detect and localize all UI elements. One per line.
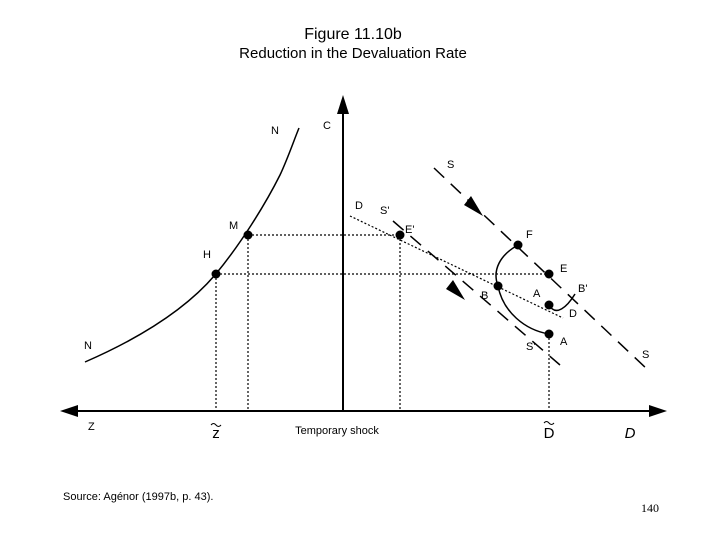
point-b-prime-label: B' [578, 283, 587, 295]
z-tilde-label: z [212, 425, 220, 442]
c-axis-label: C [323, 120, 331, 132]
s-direction-arrow [464, 196, 483, 216]
d-upper-label: D [355, 200, 363, 212]
n-top-label: N [271, 125, 279, 137]
temporary-shock-label: Temporary shock [295, 425, 379, 437]
point-h [211, 269, 221, 279]
source-note: Source: Agénor (1997b, p. 43). [63, 491, 213, 503]
d-dotted-line [349, 215, 564, 319]
point-e-prime-label: E' [405, 224, 414, 236]
point-h-label: H [203, 249, 211, 261]
point-e-label: E [560, 263, 567, 275]
d-tilde-mark [543, 421, 555, 425]
point-a-upper [544, 300, 554, 310]
right-arrowhead [649, 405, 667, 417]
point-f-label: F [526, 229, 533, 241]
s-prime-bottom-label: S' [526, 341, 535, 353]
adjustment-path-left [495, 244, 550, 335]
point-m [243, 230, 253, 240]
s-prime-top-label: S' [380, 205, 389, 217]
s-bottom-label: S [642, 349, 649, 361]
point-e-prime [395, 230, 405, 240]
d-axis-label: D [625, 425, 636, 442]
figure-subtitle: Reduction in the Devaluation Rate [239, 45, 467, 62]
figure-title: Figure 11.10b [304, 26, 402, 43]
d-lower-label: D [569, 308, 577, 320]
point-a-lower [544, 329, 554, 339]
point-m-label: M [229, 220, 238, 232]
page-number: 140 [641, 501, 659, 515]
s-line [433, 167, 649, 371]
point-b [493, 281, 503, 291]
point-e [544, 269, 554, 279]
point-f [513, 240, 523, 250]
z-tilde-mark [210, 423, 222, 427]
s-top-label: S [447, 159, 454, 171]
n-curve [84, 127, 300, 363]
up-arrowhead [337, 95, 349, 114]
d-tilde-label: D [544, 425, 555, 442]
z-axis-label: Z [88, 421, 95, 433]
point-a-upper-label: A [533, 288, 541, 300]
n-bottom-label: N [84, 340, 92, 352]
point-a-lower-label: A [560, 336, 568, 348]
left-arrowhead [60, 405, 78, 417]
s-prime-direction-arrow [446, 280, 465, 300]
s-prime-line [392, 220, 561, 366]
point-b-label: B [481, 290, 488, 302]
